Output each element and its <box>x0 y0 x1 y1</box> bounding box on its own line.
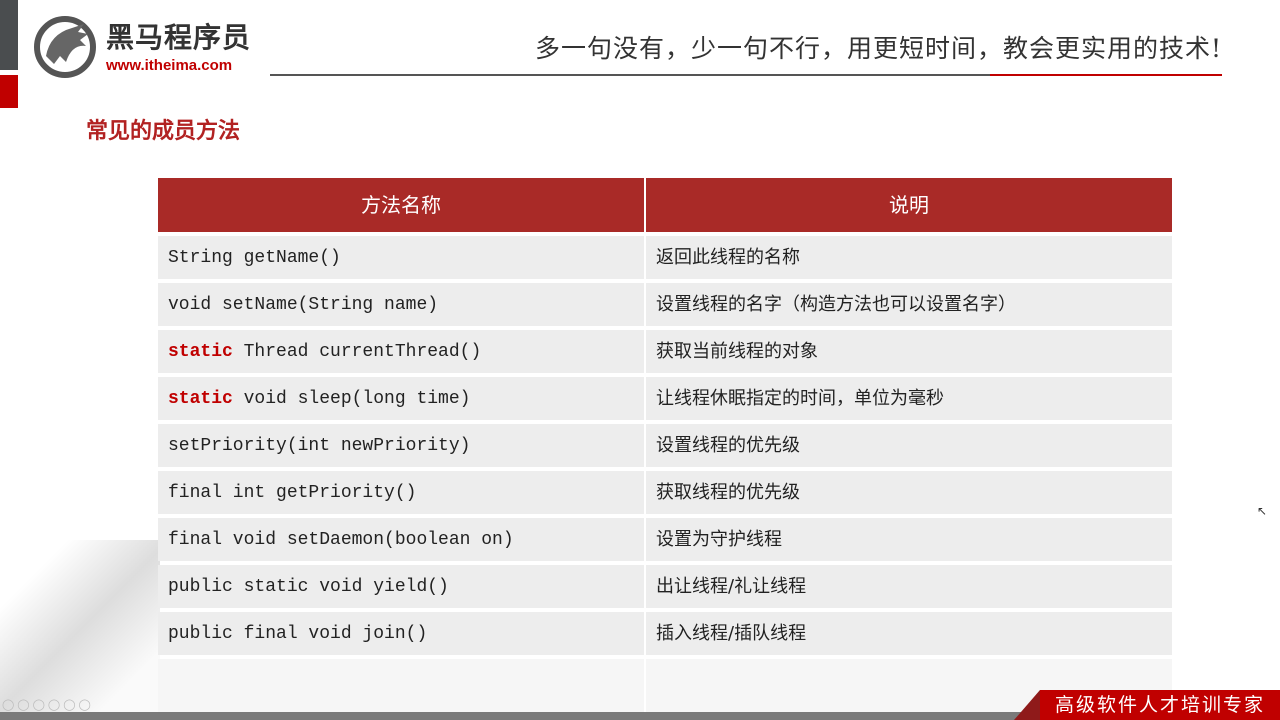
method-signature: public static void yield() <box>168 576 449 597</box>
table-row-empty <box>158 659 1172 715</box>
method-cell: public static void yield() <box>158 565 646 608</box>
method-cell: void setName(String name) <box>158 283 646 326</box>
description-cell: 插入线程/插队线程 <box>646 612 1172 655</box>
description-cell: 出让线程/礼让线程 <box>646 565 1172 608</box>
brand-name: 黑马程序员 <box>106 21 252 54</box>
slide-title: 常见的成员方法 <box>86 119 241 144</box>
description-cell: 获取线程的优先级 <box>646 471 1172 514</box>
method-signature: final void setDaemon(boolean on) <box>168 529 514 550</box>
table-row: void setName(String name) 设置线程的名字（构造方法也可以… <box>158 283 1172 326</box>
method-cell: static void sleep(long time) <box>158 377 646 420</box>
mouse-cursor-icon: ↖ <box>1257 504 1268 518</box>
tagline: 多一句没有，少一句不行，用更短时间，教会更实用的技术! <box>534 34 1222 63</box>
method-signature: String getName() <box>168 247 341 268</box>
method-signature: final int getPriority() <box>168 482 417 503</box>
column-header-method: 方法名称 <box>158 178 646 232</box>
method-cell: static Thread currentThread() <box>158 330 646 373</box>
method-cell: public final void join() <box>158 612 646 655</box>
horse-logo-icon <box>34 16 96 78</box>
table-row: final void setDaemon(boolean on) 设置为守护线程 <box>158 518 1172 561</box>
table-row: public static void yield() 出让线程/礼让线程 <box>158 565 1172 608</box>
method-cell: final int getPriority() <box>158 471 646 514</box>
method-cell: setPriority(int newPriority) <box>158 424 646 467</box>
column-header-description: 说明 <box>646 178 1172 232</box>
description-cell: 获取当前线程的对象 <box>646 330 1172 373</box>
description-cell: 设置线程的名字（构造方法也可以设置名字） <box>646 283 1172 326</box>
table-row: final int getPriority() 获取线程的优先级 <box>158 471 1172 514</box>
player-controls[interactable]: ◯◯◯◯◯◯ <box>2 698 94 711</box>
method-cell: String getName() <box>158 236 646 279</box>
keyword: static <box>168 388 233 409</box>
table-row: setPriority(int newPriority) 设置线程的优先级 <box>158 424 1172 467</box>
header-divider-accent <box>990 74 1222 76</box>
table-row: static void sleep(long time) 让线程休眠指定的时间，单… <box>158 377 1172 420</box>
bottom-bar <box>0 712 1280 720</box>
method-signature: void setName(String name) <box>168 294 439 315</box>
description-cell: 返回此线程的名称 <box>646 236 1172 279</box>
description-cell: 设置线程的优先级 <box>646 424 1172 467</box>
table-row: String getName() 返回此线程的名称 <box>158 236 1172 279</box>
method-cell: final void setDaemon(boolean on) <box>158 518 646 561</box>
decor-bar-gray <box>0 0 18 70</box>
description-cell: 设置为守护线程 <box>646 518 1172 561</box>
table-row: public final void join() 插入线程/插队线程 <box>158 612 1172 655</box>
brand-url: www.itheima.com <box>106 57 233 74</box>
decor-shade <box>0 540 160 720</box>
method-signature: Thread currentThread() <box>232 341 482 362</box>
method-signature: void sleep(long time) <box>232 388 471 409</box>
table-row: static Thread currentThread() 获取当前线程的对象 <box>158 330 1172 373</box>
methods-table: 方法名称 说明 String getName() 返回此线程的名称 void set… <box>158 174 1172 719</box>
table-header-row: 方法名称 说明 <box>158 178 1172 232</box>
method-signature: setPriority(int newPriority) <box>168 435 471 456</box>
header-divider <box>270 74 990 76</box>
decor-bar-red <box>0 75 18 108</box>
method-signature: public final void join() <box>168 623 428 644</box>
description-cell: 让线程休眠指定的时间，单位为毫秒 <box>646 377 1172 420</box>
footer-slogan: 高级软件人才培训专家 <box>1014 690 1280 720</box>
keyword: static <box>168 341 233 362</box>
empty-cell <box>158 659 646 715</box>
